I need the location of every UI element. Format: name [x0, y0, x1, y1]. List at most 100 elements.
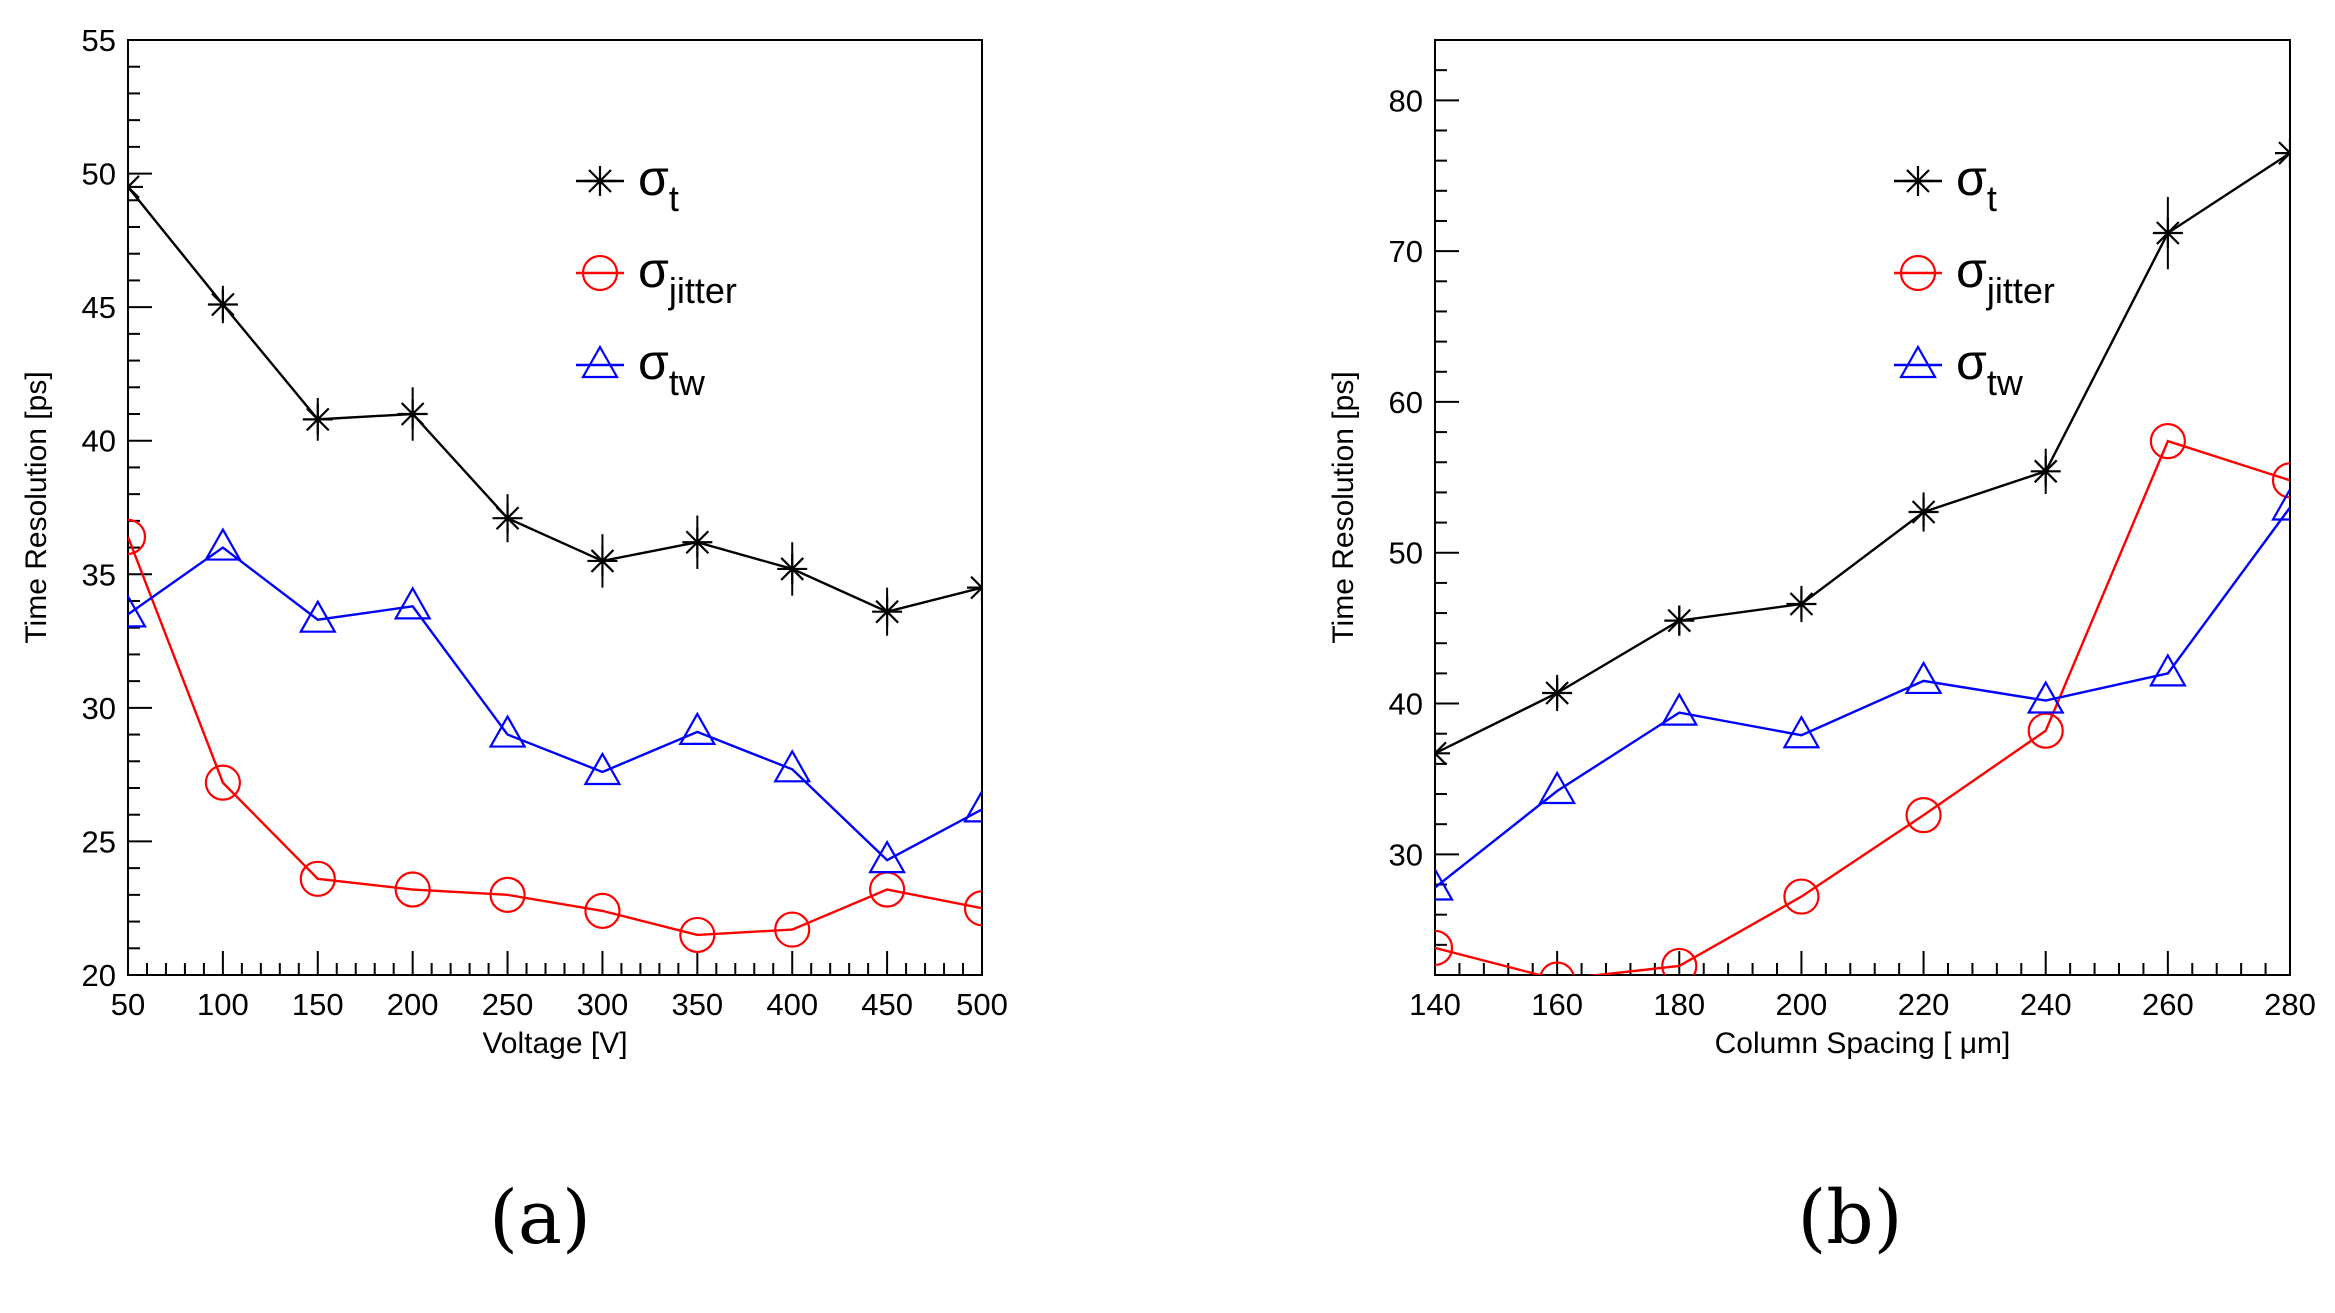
series-line-t	[1435, 152, 2290, 755]
y-tick-label: 45	[82, 290, 116, 325]
x-axis-title: Voltage [V]	[482, 1027, 627, 1060]
data-point-t	[682, 527, 713, 558]
plot-frame	[127, 39, 983, 976]
legend-label-tw: σtw	[638, 334, 706, 403]
legend: σt σjitter σtw	[576, 150, 737, 403]
data-point-tw	[204, 527, 242, 561]
data-point-tw	[1904, 660, 1943, 695]
x-tick-label: 280	[2264, 987, 2316, 1022]
y-tick-label: 40	[82, 424, 116, 459]
legend-marker-tw	[581, 344, 619, 379]
legend-label-t: σt	[1956, 150, 1997, 219]
data-point-tw	[128, 594, 147, 628]
plot-frame	[1434, 39, 2291, 976]
y-tick-label: 30	[82, 691, 116, 726]
series-t	[128, 162, 982, 636]
x-tick-label: 250	[482, 987, 534, 1022]
data-point-jitter	[679, 916, 716, 954]
data-point-tw	[1435, 867, 1454, 901]
data-point-tw	[488, 714, 527, 748]
legend-marker-t	[1903, 166, 1933, 196]
series-line-t	[128, 186, 982, 613]
x-axis-title: Column Spacing [ μm]	[1715, 1027, 2011, 1060]
legend-marker-t	[585, 166, 615, 196]
data-point-jitter	[128, 518, 147, 555]
series-line-tw	[128, 546, 982, 862]
data-point-tw	[773, 749, 812, 783]
data-point-tw	[2026, 680, 2065, 714]
data-point-jitter	[1783, 878, 1820, 915]
data-point-jitter	[774, 911, 811, 948]
series-tw	[128, 527, 982, 874]
x-tick-label: 140	[1409, 987, 1461, 1022]
series-jitter	[1435, 423, 2290, 975]
data-point-tw	[393, 586, 432, 620]
x-tick-label: 150	[292, 987, 344, 1022]
panel-label-a: (a)	[489, 1175, 591, 1261]
data-point-jitter	[394, 871, 431, 908]
legend-label-tw: σtw	[1956, 334, 2024, 403]
y-tick-label: 80	[1389, 83, 1423, 118]
data-point-jitter	[2271, 462, 2290, 499]
y-tick-label: 60	[1389, 385, 1423, 420]
series-line-jitter	[1435, 439, 2290, 975]
series-t	[1435, 40, 2290, 769]
data-point-tw	[2148, 653, 2187, 687]
panel-label-b: (b)	[1797, 1175, 1903, 1261]
data-point-jitter	[299, 860, 336, 897]
x-tick-label: 350	[671, 987, 723, 1022]
data-point-jitter	[204, 764, 241, 801]
data-point-t	[777, 553, 808, 584]
series-tw	[1435, 487, 2290, 901]
legend-marker-jitter	[581, 254, 619, 292]
data-point-t	[1435, 738, 1450, 769]
x-tick-label: 160	[1531, 987, 1583, 1022]
y-tick-label: 55	[82, 23, 116, 58]
y-tick-label: 70	[1389, 234, 1423, 269]
x-tick-label: 400	[766, 987, 818, 1022]
data-point-t	[302, 404, 333, 435]
data-point-jitter	[963, 890, 982, 927]
data-point-tw	[1782, 714, 1821, 749]
data-point-tw	[1660, 692, 1699, 726]
legend: σt σjitter σtw	[1894, 150, 2055, 403]
y-axis-title: Time Resolution [ps]	[1327, 371, 1360, 643]
data-point-tw	[678, 711, 717, 745]
y-tick-label: 50	[1389, 536, 1423, 571]
data-point-jitter	[2149, 423, 2186, 460]
chart-panel-b: 140 160 180 200 220 240 260 280 30 40 50 60 70 80 Colu…	[1327, 39, 2316, 1060]
data-point-t	[397, 399, 428, 429]
data-point-jitter	[1539, 961, 1575, 975]
legend-label-jitter: σjitter	[1956, 242, 2055, 311]
data-point-t	[1664, 605, 1695, 636]
y-tick-label: 20	[82, 958, 116, 993]
x-tick-label: 240	[2020, 987, 2072, 1022]
x-tick-label: 180	[1653, 987, 1705, 1022]
x-tick-label: 220	[1898, 987, 1950, 1022]
series-line-jitter	[128, 536, 982, 937]
data-point-t	[207, 289, 238, 320]
data-point-tw	[2271, 487, 2290, 521]
data-point-tw	[963, 789, 982, 823]
x-tick-label: 260	[2142, 987, 2194, 1022]
data-point-tw	[583, 751, 622, 786]
data-point-t	[967, 572, 982, 603]
x-tick-label: 300	[577, 987, 629, 1022]
legend-marker-tw	[1899, 344, 1937, 379]
data-point-tw	[1538, 770, 1577, 805]
x-tick-label: 100	[197, 987, 249, 1022]
plot-area	[128, 162, 982, 954]
data-point-jitter	[1905, 797, 1942, 834]
series-line-tw	[1435, 506, 2290, 889]
data-point-t	[128, 171, 143, 202]
x-tick-label: 500	[956, 987, 1008, 1022]
y-tick-label: 30	[1389, 837, 1423, 872]
legend-label-jitter: σjitter	[638, 242, 737, 311]
y-axis-title: Time Resolution [ps]	[20, 371, 53, 643]
data-point-t	[2030, 456, 2061, 487]
data-point-jitter	[1435, 929, 1454, 966]
data-point-t	[872, 596, 903, 627]
data-point-t	[1786, 589, 1817, 620]
